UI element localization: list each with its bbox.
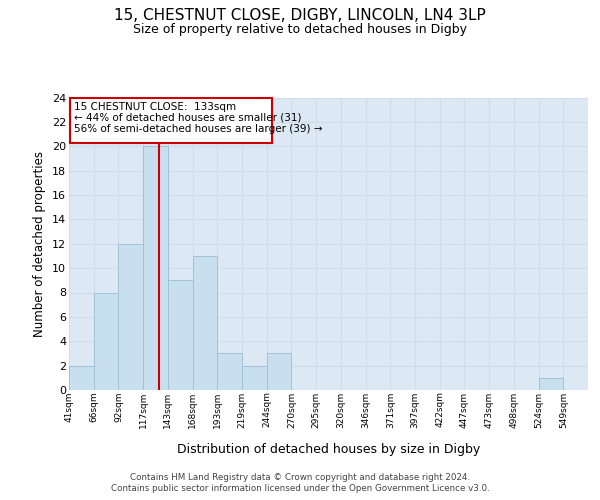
- FancyBboxPatch shape: [70, 98, 272, 142]
- Text: Distribution of detached houses by size in Digby: Distribution of detached houses by size …: [177, 442, 481, 456]
- Text: Size of property relative to detached houses in Digby: Size of property relative to detached ho…: [133, 22, 467, 36]
- Bar: [94, 292, 118, 390]
- Text: Contains public sector information licensed under the Open Government Licence v3: Contains public sector information licen…: [110, 484, 490, 493]
- Bar: [539, 378, 563, 390]
- Bar: [143, 146, 168, 390]
- Text: 15 CHESTNUT CLOSE:  133sqm: 15 CHESTNUT CLOSE: 133sqm: [74, 102, 236, 112]
- Bar: [217, 354, 242, 390]
- Bar: [242, 366, 267, 390]
- Bar: [267, 354, 292, 390]
- Bar: [118, 244, 143, 390]
- Y-axis label: Number of detached properties: Number of detached properties: [34, 151, 46, 337]
- Text: 56% of semi-detached houses are larger (39) →: 56% of semi-detached houses are larger (…: [74, 124, 322, 134]
- Bar: [69, 366, 94, 390]
- Bar: [168, 280, 193, 390]
- Text: Contains HM Land Registry data © Crown copyright and database right 2024.: Contains HM Land Registry data © Crown c…: [130, 472, 470, 482]
- Text: 15, CHESTNUT CLOSE, DIGBY, LINCOLN, LN4 3LP: 15, CHESTNUT CLOSE, DIGBY, LINCOLN, LN4 …: [114, 8, 486, 22]
- Bar: [193, 256, 217, 390]
- Text: ← 44% of detached houses are smaller (31): ← 44% of detached houses are smaller (31…: [74, 112, 301, 122]
